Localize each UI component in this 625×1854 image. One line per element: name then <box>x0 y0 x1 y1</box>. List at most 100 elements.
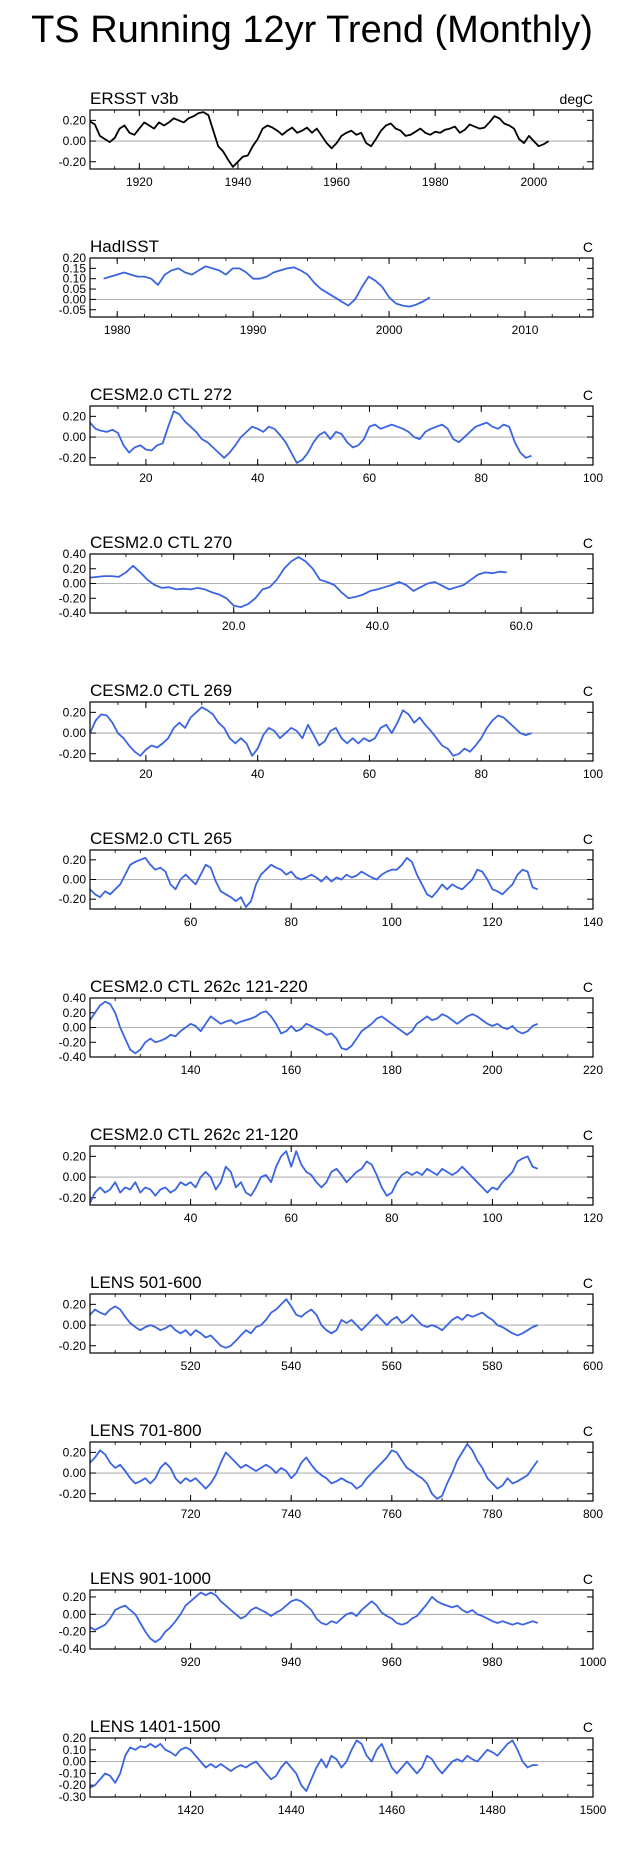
x-tick-label: 1480 <box>479 1803 506 1817</box>
x-tick-label: 40 <box>251 767 265 781</box>
panel-units: C <box>583 979 593 995</box>
panel-title: LENS 1401-1500 <box>90 1717 220 1736</box>
series-line-1 <box>103 265 431 308</box>
x-tick-label: 1920 <box>126 175 153 189</box>
series-line-1 <box>89 706 532 757</box>
y-tick-label: 0.15 <box>63 261 87 275</box>
panel-units: C <box>583 1127 593 1143</box>
y-tick-label: -0.05 <box>59 303 87 317</box>
x-tick-label: 520 <box>181 1359 201 1373</box>
y-tick-label: 0.20 <box>63 1006 87 1020</box>
x-tick-label: 80 <box>475 767 489 781</box>
panel-title: CESM2.0 CTL 270 <box>90 533 232 552</box>
x-tick-label: 1000 <box>580 1655 607 1669</box>
x-tick-label: 1990 <box>240 323 267 337</box>
y-tick-label: 0.20 <box>63 1149 87 1163</box>
x-tick-label: 2010 <box>512 323 539 337</box>
x-tick-label: 120 <box>482 915 502 929</box>
x-tick-label: 800 <box>583 1507 603 1521</box>
y-tick-label: 0.00 <box>63 577 87 591</box>
series-line-1 <box>89 1739 538 1792</box>
panel-title: LENS 501-600 <box>90 1273 202 1292</box>
x-tick-label: 140 <box>583 915 603 929</box>
x-tick-label: 80 <box>475 471 489 485</box>
x-tick-label: 120 <box>583 1211 603 1225</box>
panel-units: C <box>583 831 593 847</box>
x-tick-label: 1500 <box>580 1803 607 1817</box>
figure-title: TS Running 12yr Trend (Monthly) <box>31 9 593 51</box>
y-tick-label: 0.10 <box>63 1743 87 1757</box>
x-tick-label: 100 <box>382 915 402 929</box>
panel-title: LENS 701-800 <box>90 1421 202 1440</box>
y-tick-label: 0.20 <box>63 705 87 719</box>
y-tick-label: -0.20 <box>59 591 87 605</box>
plot-frame <box>89 997 594 1058</box>
y-tick-label: -0.20 <box>59 1339 87 1353</box>
x-tick-label: 100 <box>583 471 603 485</box>
x-tick-label: 60.0 <box>509 619 533 633</box>
plot-frame <box>89 553 594 614</box>
y-tick-label: 0.00 <box>63 430 87 444</box>
x-tick-label: 1460 <box>378 1803 405 1817</box>
panel-title: CESM2.0 CTL 272 <box>90 385 232 404</box>
plot-frame <box>89 405 594 466</box>
panel-units: C <box>583 239 593 255</box>
x-tick-label: 980 <box>482 1655 502 1669</box>
panel-4: CESM2.0 CTL 270 C -0.40-0.200.000.200.40 20… <box>59 533 594 633</box>
series-line-1 <box>89 1298 539 1349</box>
x-tick-label: 960 <box>382 1655 402 1669</box>
series-line-1 <box>89 1000 539 1055</box>
panel-units: C <box>583 1719 593 1735</box>
x-tick-label: 1980 <box>104 323 131 337</box>
panel-units: C <box>583 683 593 699</box>
panel-9: LENS 501-600 C -0.20 0.00 0.20 520 540 560 580 60… <box>59 1273 604 1373</box>
x-tick-label: 80 <box>285 915 299 929</box>
plot-frame <box>89 701 594 762</box>
y-tick-label: -0.40 <box>59 1642 87 1656</box>
x-tick-label: 80 <box>385 1211 399 1225</box>
y-tick-label: 0.20 <box>63 409 87 423</box>
x-tick-label: 20.0 <box>222 619 246 633</box>
series-line-1 <box>89 1150 539 1204</box>
plot-frame <box>89 849 594 910</box>
y-tick-label: 0.20 <box>63 562 87 576</box>
y-tick-label: 0.20 <box>63 1590 87 1604</box>
x-tick-label: 100 <box>583 767 603 781</box>
y-tick-label: -0.20 <box>59 1191 87 1205</box>
panel-title: LENS 901-1000 <box>90 1569 211 1588</box>
y-tick-label: 0.20 <box>63 1297 87 1311</box>
panel-title: CESM2.0 CTL 269 <box>90 681 232 700</box>
y-tick-label: 0.00 <box>63 134 87 148</box>
x-tick-label: 1440 <box>278 1803 305 1817</box>
panel-units: degC <box>560 91 593 107</box>
panel-units: C <box>583 1275 593 1291</box>
x-tick-label: 1980 <box>422 175 449 189</box>
x-tick-label: 140 <box>181 1063 201 1077</box>
plot-frame <box>89 109 594 170</box>
panel-units: C <box>583 1423 593 1439</box>
panel-title: HadISST <box>90 237 159 256</box>
y-tick-label: -0.20 <box>59 1035 87 1049</box>
y-tick-label: -0.20 <box>59 747 87 761</box>
y-tick-label: 0.20 <box>63 1445 87 1459</box>
x-tick-label: 40 <box>184 1211 198 1225</box>
x-tick-label: 760 <box>382 1507 402 1521</box>
panel-units: C <box>583 1571 593 1587</box>
panel-title: CESM2.0 CTL 262c 121-220 <box>90 977 308 996</box>
x-tick-label: 60 <box>363 767 377 781</box>
x-tick-label: 200 <box>482 1063 502 1077</box>
panel-10: LENS 701-800 C -0.20 0.00 0.20 720 740 760 780 80… <box>59 1421 604 1521</box>
series-line-1 <box>89 556 507 608</box>
panel-1: ERSST v3b degC -0.20 0.00 0.20 1920 1940 1960 19… <box>59 89 594 189</box>
y-tick-label: -0.30 <box>59 1790 87 1804</box>
x-tick-label: 2000 <box>520 175 547 189</box>
y-tick-label: 0.00 <box>63 1607 87 1621</box>
y-tick-label: 0.10 <box>63 272 87 286</box>
series-line-1 <box>89 410 532 464</box>
y-tick-label: 0.00 <box>63 1755 87 1769</box>
y-tick-label: 0.00 <box>63 1021 87 1035</box>
x-tick-label: 560 <box>382 1359 402 1373</box>
plot-frame <box>89 1589 594 1650</box>
x-tick-label: 1420 <box>177 1803 204 1817</box>
x-tick-label: 180 <box>382 1063 402 1077</box>
